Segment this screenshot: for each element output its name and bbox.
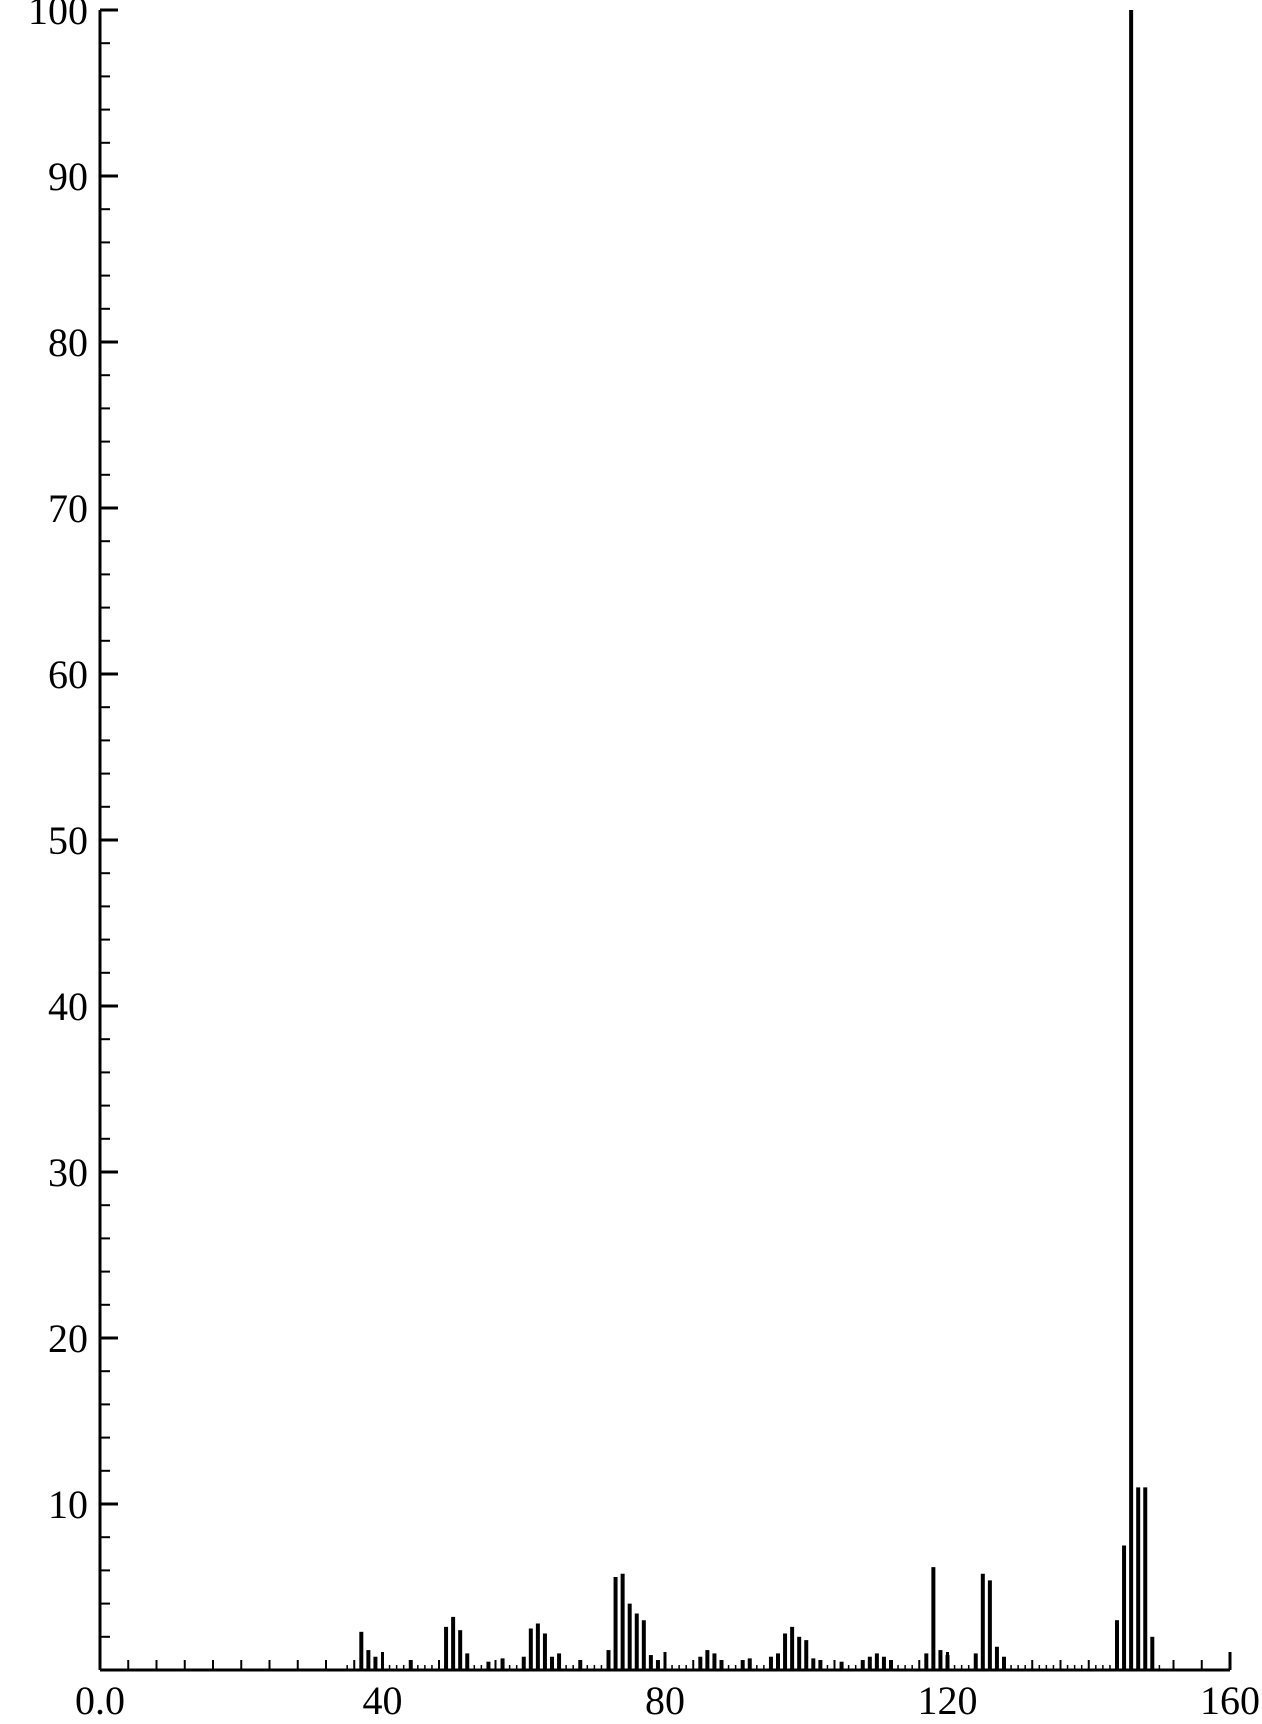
y-tick-label: 100 <box>28 0 88 33</box>
x-tick-label: 40 <box>363 1678 403 1723</box>
x-tick-label: 80 <box>645 1678 685 1723</box>
y-tick-label: 90 <box>48 154 88 199</box>
x-tick-label: 0.0 <box>75 1678 125 1723</box>
y-tick-label: 40 <box>48 984 88 1029</box>
y-tick-label: 10 <box>48 1482 88 1527</box>
x-tick-label: 160 <box>1200 1678 1260 1723</box>
y-tick-label: 80 <box>48 320 88 365</box>
x-tick-label: 120 <box>918 1678 978 1723</box>
y-tick-label: 60 <box>48 652 88 697</box>
y-tick-label: 20 <box>48 1316 88 1361</box>
chart-svg: 10 20 30 40 50 60 70 80 90 100 0.0 40 80 120 160 <box>0 0 1262 1724</box>
y-tick-label: 50 <box>48 818 88 863</box>
y-tick-label: 70 <box>48 486 88 531</box>
mass-spectrum-chart: 10 20 30 40 50 60 70 80 90 100 0.0 40 80 120 160 <box>0 0 1262 1724</box>
y-tick-label: 30 <box>48 1150 88 1195</box>
